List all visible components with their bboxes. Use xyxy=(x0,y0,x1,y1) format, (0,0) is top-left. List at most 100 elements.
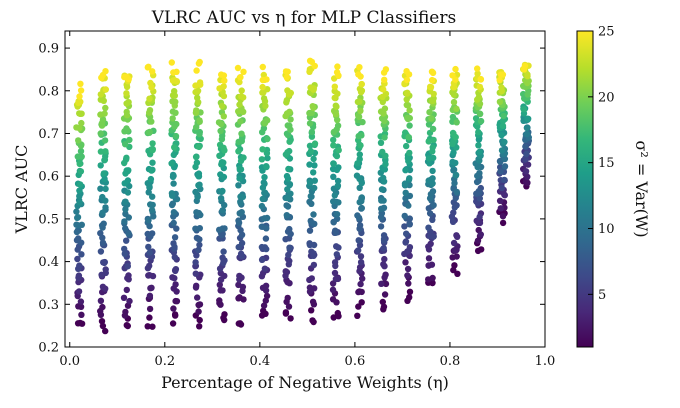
data-point xyxy=(193,282,200,289)
data-point xyxy=(75,137,82,144)
data-point xyxy=(77,168,85,175)
data-point xyxy=(377,139,385,146)
data-point xyxy=(97,185,104,192)
data-point xyxy=(285,165,292,173)
data-point xyxy=(311,285,318,292)
data-point xyxy=(102,285,109,292)
data-point xyxy=(330,136,337,144)
data-point xyxy=(381,134,388,141)
data-point xyxy=(404,272,411,279)
data-point xyxy=(333,126,340,133)
data-point xyxy=(520,106,528,113)
data-point xyxy=(354,312,361,319)
data-point xyxy=(149,140,156,147)
data-point xyxy=(404,265,412,273)
data-point xyxy=(452,65,459,73)
data-point xyxy=(454,270,461,277)
data-point xyxy=(474,65,481,72)
data-point xyxy=(99,234,106,241)
data-point xyxy=(196,323,203,330)
data-point xyxy=(75,278,82,286)
data-point xyxy=(287,315,294,322)
data-point xyxy=(331,83,338,90)
data-point xyxy=(406,107,413,114)
data-point xyxy=(381,105,389,112)
data-point xyxy=(430,90,437,98)
data-point xyxy=(284,186,291,193)
x-tick-label: 0.4 xyxy=(250,354,271,369)
data-point xyxy=(357,253,365,260)
data-point xyxy=(122,170,129,177)
data-point xyxy=(126,297,133,305)
data-point xyxy=(78,251,85,258)
data-point xyxy=(425,276,432,283)
data-point xyxy=(220,144,227,151)
data-point xyxy=(218,102,226,110)
data-point xyxy=(220,248,227,255)
data-point xyxy=(523,150,530,158)
data-point xyxy=(524,115,531,123)
data-point xyxy=(193,123,200,131)
data-point xyxy=(238,274,245,281)
data-point xyxy=(192,82,199,89)
data-point xyxy=(218,231,225,239)
data-point xyxy=(77,298,85,305)
data-point xyxy=(146,305,154,313)
data-point xyxy=(196,316,203,324)
data-point xyxy=(476,83,484,91)
data-point xyxy=(237,199,244,207)
data-point xyxy=(193,67,200,74)
data-point xyxy=(171,243,178,251)
data-point xyxy=(474,172,481,180)
y-tick-label: 0.3 xyxy=(38,298,59,313)
data-point xyxy=(430,233,437,240)
data-point xyxy=(309,317,316,324)
data-point xyxy=(358,204,365,212)
data-point xyxy=(235,295,242,302)
data-point xyxy=(308,307,315,314)
data-point xyxy=(524,179,531,186)
data-point xyxy=(196,181,203,188)
data-point xyxy=(452,171,460,179)
data-point xyxy=(381,76,388,84)
data-point xyxy=(450,266,457,274)
data-point xyxy=(102,185,109,193)
data-point xyxy=(308,128,316,136)
data-point xyxy=(286,108,293,116)
data-point xyxy=(308,193,315,200)
data-point xyxy=(218,136,226,143)
data-point xyxy=(173,195,181,203)
data-point xyxy=(100,170,108,177)
data-point xyxy=(220,159,227,166)
data-point xyxy=(122,225,129,232)
data-point xyxy=(73,208,80,215)
data-point xyxy=(102,148,109,155)
colorbar-tick-label: 10 xyxy=(598,222,615,237)
data-point xyxy=(219,287,226,294)
data-point xyxy=(121,218,128,225)
data-point xyxy=(286,138,293,145)
data-point xyxy=(169,200,176,207)
data-point xyxy=(310,211,317,218)
data-point xyxy=(147,201,154,208)
data-point xyxy=(74,246,81,253)
data-point xyxy=(450,98,458,106)
data-point xyxy=(402,189,409,196)
data-point xyxy=(216,152,223,159)
data-point xyxy=(476,195,483,202)
data-point xyxy=(261,180,268,187)
data-point xyxy=(377,223,385,230)
data-point xyxy=(235,148,242,155)
data-point xyxy=(356,63,363,71)
data-point xyxy=(357,73,364,80)
data-point xyxy=(102,104,109,112)
data-point xyxy=(173,225,180,232)
data-point xyxy=(99,322,107,330)
data-point xyxy=(146,222,153,230)
data-point xyxy=(380,86,387,93)
data-point xyxy=(122,210,129,218)
data-point xyxy=(311,177,318,184)
data-point xyxy=(449,218,457,225)
data-point xyxy=(501,163,509,170)
data-point xyxy=(284,194,291,202)
